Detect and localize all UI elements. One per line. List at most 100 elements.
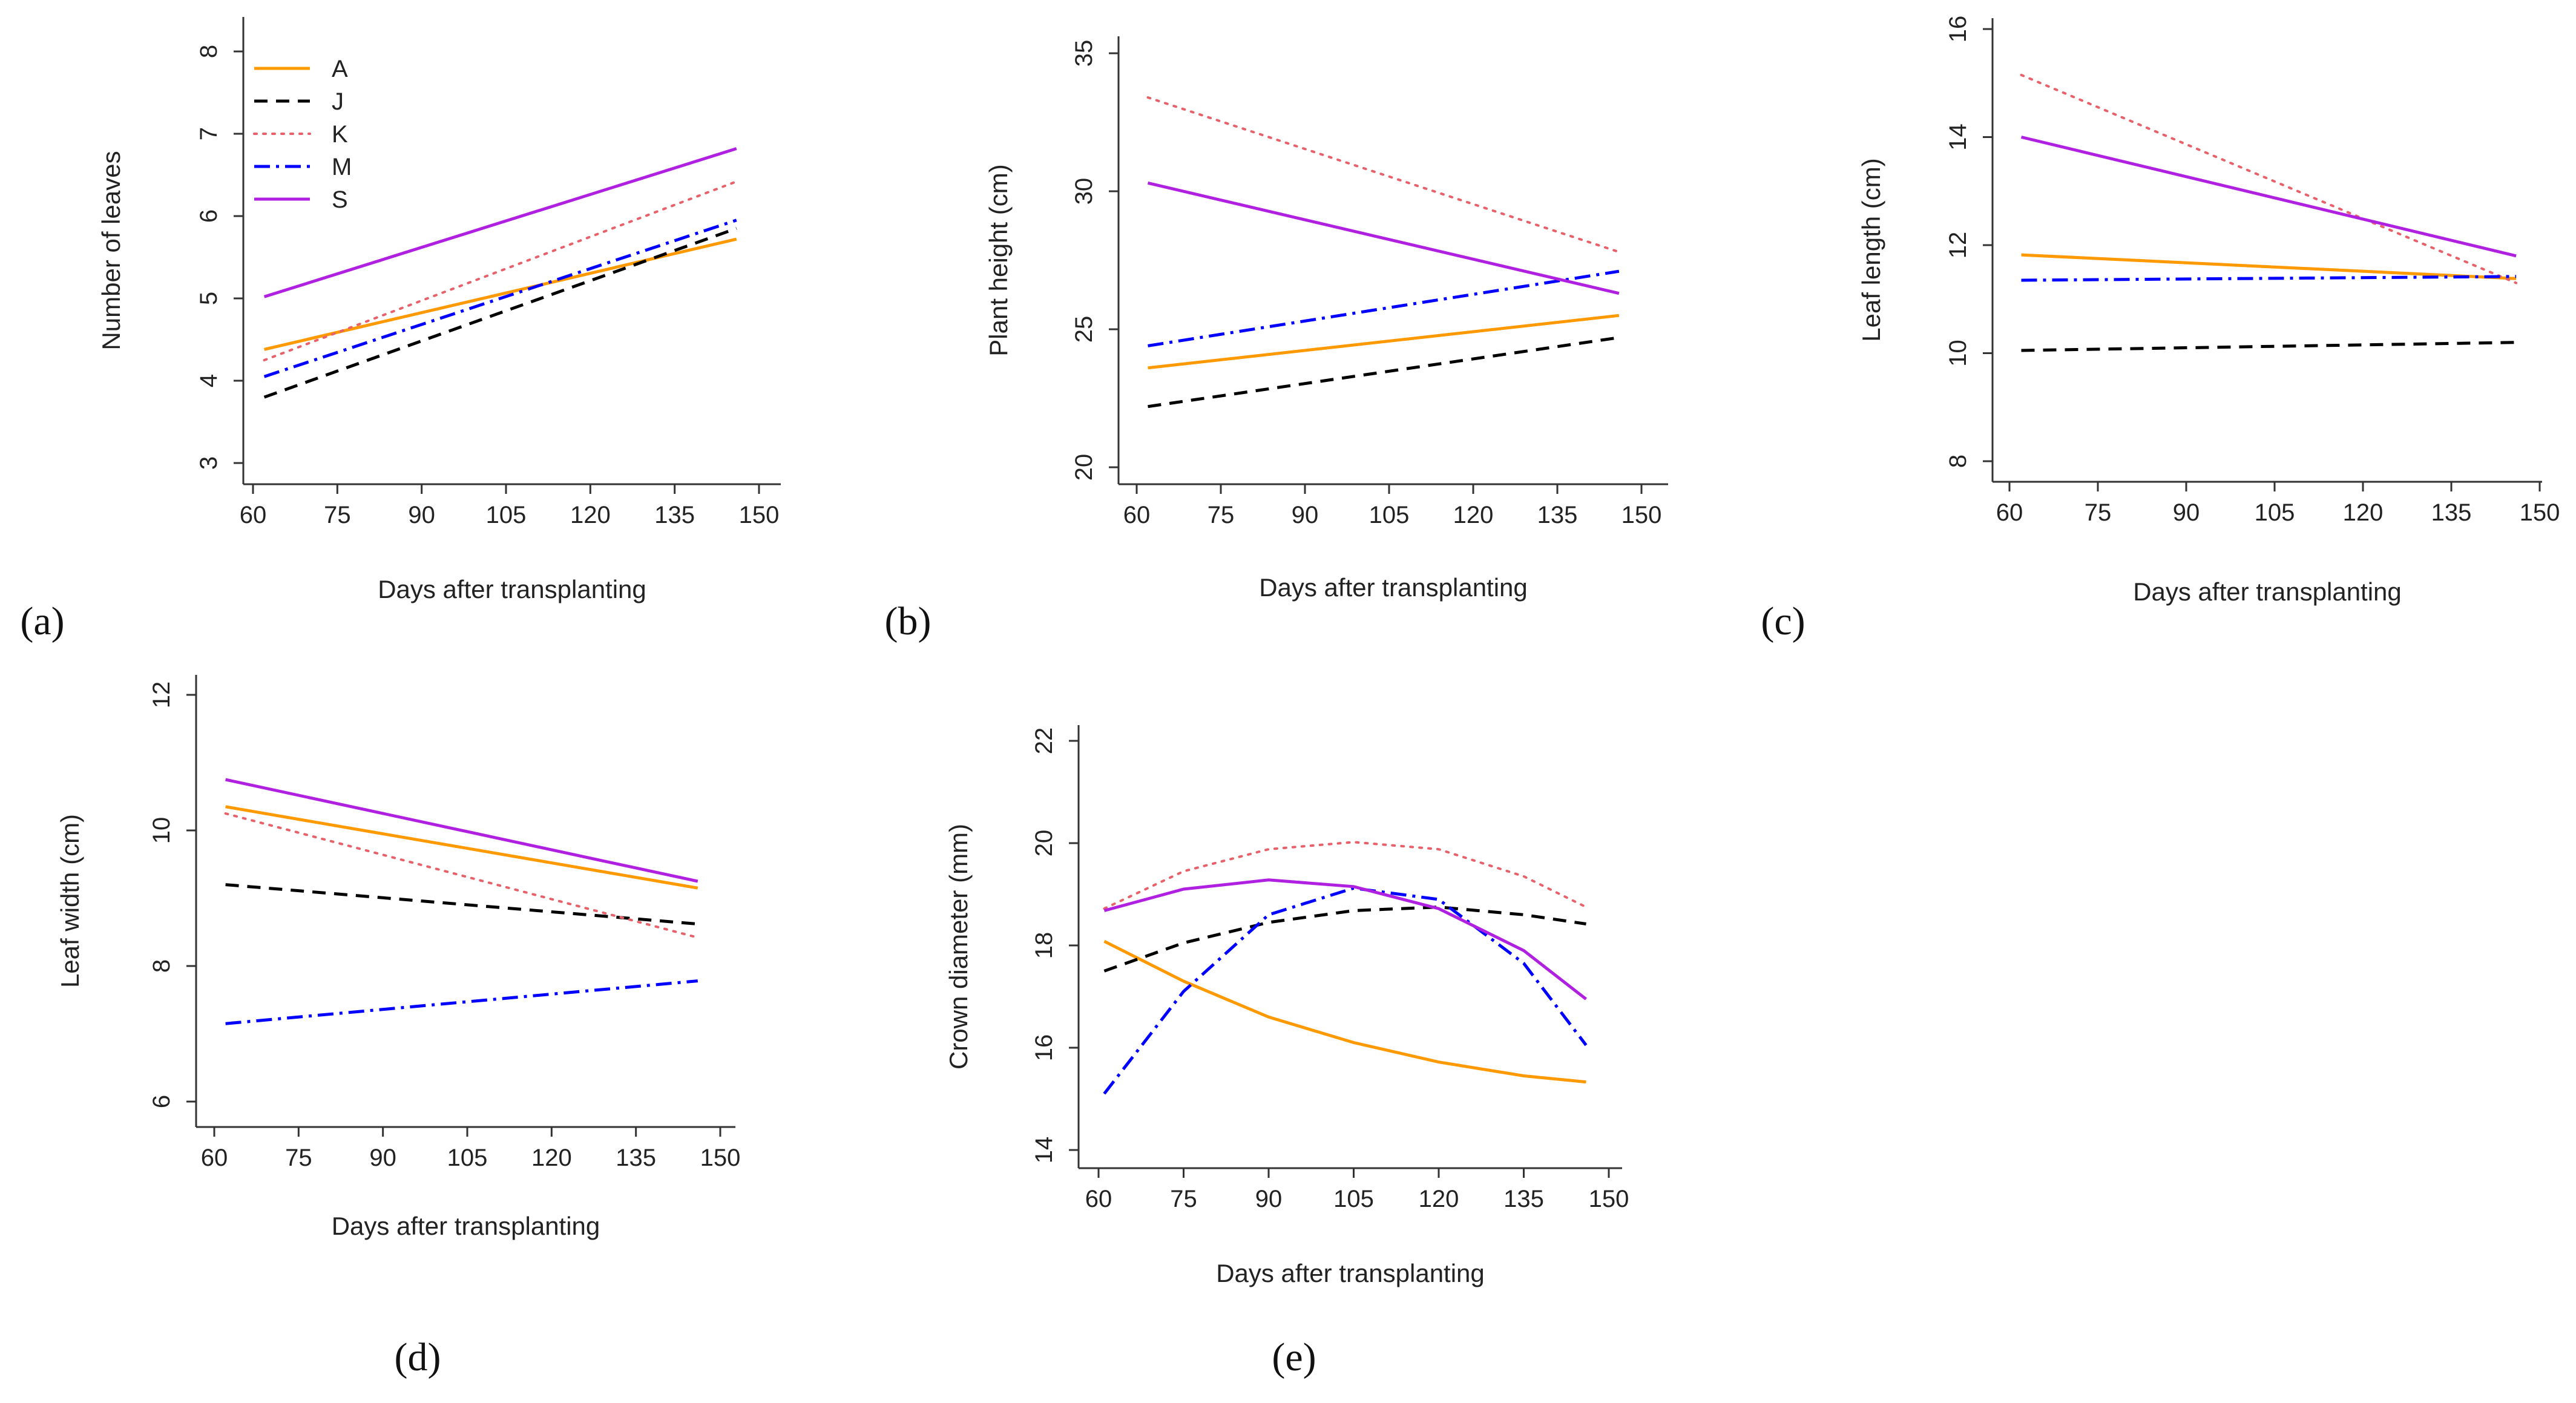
x-tick-label: 120: [2343, 499, 2384, 526]
series-line-m: [1103, 886, 1588, 1095]
y-tick-label: 25: [1071, 316, 1097, 343]
y-tick-label: 8: [196, 45, 222, 58]
series-line-a: [225, 805, 698, 890]
y-tick-label: 12: [148, 682, 175, 709]
panel-label: (b): [885, 599, 932, 643]
series-line-k: [2020, 73, 2518, 284]
x-tick-label: 90: [1292, 502, 1319, 528]
y-tick-label: 18: [1031, 932, 1057, 959]
x-tick-label: 105: [1333, 1186, 1374, 1212]
x-axis-title: Days after transplanting: [378, 575, 646, 603]
x-tick-label: 60: [201, 1145, 228, 1171]
y-tick-label: 14: [1945, 123, 1971, 151]
x-tick-label: 135: [654, 502, 695, 528]
x-tick-label: 150: [1622, 502, 1662, 528]
panel-label: (e): [1272, 1335, 1316, 1379]
x-tick-label: 75: [1208, 502, 1235, 528]
chart-panel: 60 75 90 105 120 135 150 8 10 12 14 16 Days after tr…: [1761, 16, 2560, 643]
x-tick-label: 90: [369, 1145, 396, 1171]
x-tick-label: 60: [1085, 1186, 1112, 1212]
x-tick-label: 60: [1123, 502, 1151, 528]
y-tick-label: 4: [196, 374, 222, 387]
x-tick-label: 105: [2255, 499, 2295, 526]
y-tick-label: 30: [1071, 178, 1097, 205]
chart-panel: 60 75 90 105 120 135 150 20 25 30 35 Days after tra…: [885, 36, 1668, 643]
series-line-j: [1148, 336, 1620, 409]
series-line-s: [2020, 136, 2517, 258]
series-line-m: [225, 979, 698, 1025]
series-line-m: [263, 218, 737, 378]
x-tick-label: 135: [1537, 502, 1578, 528]
x-tick-label: 120: [531, 1145, 572, 1171]
y-axis-title: Leaf width (cm): [56, 814, 84, 988]
y-tick-label: 16: [1031, 1034, 1057, 1062]
x-tick-label: 90: [2173, 499, 2200, 526]
x-tick-label: 75: [1170, 1186, 1197, 1212]
series-line-j: [225, 883, 698, 926]
y-tick-label: 6: [148, 1095, 175, 1108]
x-tick-label: 90: [1255, 1186, 1283, 1212]
x-tick-label: 75: [285, 1145, 312, 1171]
x-tick-label: 75: [2085, 499, 2112, 526]
series-line-k: [263, 180, 738, 361]
x-tick-label: 135: [616, 1145, 656, 1171]
series-line-j: [1103, 905, 1586, 973]
series-line-a: [2021, 253, 2517, 280]
x-axis-title: Days after transplanting: [2133, 577, 2402, 606]
y-tick-label: 8: [1945, 455, 1971, 468]
y-tick-label: 20: [1071, 454, 1097, 481]
x-axis-title: Days after transplanting: [1259, 573, 1528, 602]
x-axis-title: Days after transplanting: [332, 1212, 600, 1240]
series-line-j: [2021, 341, 2517, 352]
series-line-k: [224, 812, 699, 939]
series-line-m: [2021, 275, 2517, 282]
y-axis-title: Leaf length (cm): [1857, 158, 1885, 341]
y-tick-label: 22: [1031, 728, 1057, 755]
panel-label: (a): [20, 599, 64, 643]
y-tick-label: 14: [1031, 1137, 1057, 1164]
series-line-s: [263, 147, 737, 298]
legend-label-a: A: [332, 56, 348, 82]
x-tick-label: 105: [486, 502, 527, 528]
y-tick-label: 16: [1945, 16, 1971, 43]
series-line-s: [225, 778, 698, 883]
x-tick-label: 150: [700, 1145, 741, 1171]
legend-label-k: K: [332, 121, 348, 148]
panel-label: (d): [395, 1335, 441, 1379]
x-tick-label: 105: [1369, 502, 1410, 528]
x-tick-label: 135: [1503, 1186, 1544, 1212]
x-tick-label: 120: [1419, 1186, 1459, 1212]
series-line-s: [1103, 878, 1588, 1000]
y-tick-label: 3: [196, 456, 222, 470]
y-tick-label: 12: [1945, 232, 1971, 259]
y-tick-label: 8: [148, 959, 175, 973]
y-axis-title: Number of leaves: [97, 151, 125, 350]
x-axis-title: Days after transplanting: [1216, 1259, 1485, 1287]
x-tick-label: 90: [408, 502, 435, 528]
series-line-j: [263, 227, 737, 399]
series-line-k: [1146, 96, 1620, 254]
y-axis-title: Plant height (cm): [984, 164, 1013, 356]
x-tick-label: 150: [1589, 1186, 1629, 1212]
y-tick-label: 6: [196, 209, 222, 223]
x-tick-label: 150: [2520, 499, 2560, 526]
legend-label-j: J: [332, 88, 344, 115]
x-tick-label: 120: [570, 502, 611, 528]
y-tick-label: 20: [1031, 830, 1057, 857]
x-tick-label: 105: [447, 1145, 488, 1171]
series-line-m: [1148, 269, 1620, 347]
x-tick-label: 75: [324, 502, 351, 528]
x-tick-label: 60: [1996, 499, 2023, 526]
y-axis-title: Crown diameter (mm): [944, 824, 973, 1070]
chart-panel: 60 75 90 105 120 135 150 6 8 10 12 Days after trans…: [56, 675, 740, 1379]
y-tick-label: 10: [148, 817, 175, 844]
x-tick-label: 60: [240, 502, 267, 528]
y-tick-label: 7: [196, 127, 222, 140]
legend-label-m: M: [332, 154, 352, 180]
y-tick-label: 5: [196, 292, 222, 305]
x-tick-label: 120: [1453, 502, 1494, 528]
series-line-s: [1147, 181, 1620, 295]
y-tick-label: 35: [1071, 40, 1097, 67]
